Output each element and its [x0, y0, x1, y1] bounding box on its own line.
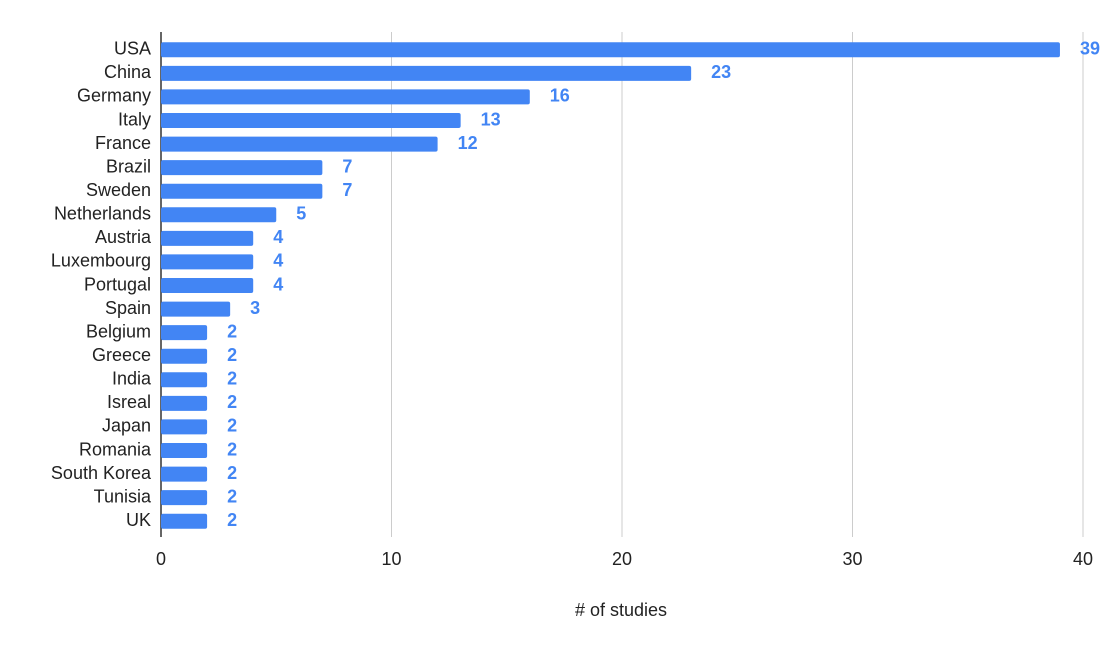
value-label: 16	[550, 86, 570, 106]
y-tick-label: Spain	[105, 298, 151, 318]
value-label: 23	[711, 62, 731, 82]
value-label: 7	[342, 180, 352, 200]
y-tick-label: South Korea	[51, 463, 152, 483]
value-label: 39	[1080, 39, 1100, 59]
y-tick-label: Romania	[79, 439, 152, 459]
value-label: 2	[227, 486, 237, 506]
bar	[161, 490, 208, 506]
y-tick-label: Brazil	[106, 156, 151, 176]
x-tick-label: 10	[381, 549, 401, 569]
y-tick-label: Isreal	[107, 392, 151, 412]
bar	[161, 183, 323, 199]
value-label: 5	[296, 204, 306, 224]
bar	[161, 160, 323, 176]
y-tick-label: Japan	[102, 416, 151, 436]
bar	[161, 372, 208, 388]
bar	[161, 301, 231, 317]
x-axis-title: # of studies	[575, 600, 667, 620]
y-tick-label: UK	[126, 510, 151, 530]
y-tick-label: Italy	[118, 109, 151, 129]
bar	[161, 395, 208, 411]
y-tick-label: Luxembourg	[51, 251, 151, 271]
bar	[161, 230, 254, 246]
value-label: 2	[227, 510, 237, 530]
value-label: 4	[273, 227, 283, 247]
y-tick-label: Austria	[95, 227, 152, 247]
bar	[161, 254, 254, 270]
x-tick-label: 40	[1073, 549, 1093, 569]
bar	[161, 89, 530, 105]
bar	[161, 325, 208, 341]
y-tick-label: Tunisia	[94, 486, 152, 506]
y-tick-label: India	[112, 369, 152, 389]
value-label: 2	[227, 416, 237, 436]
bar	[161, 113, 461, 128]
x-tick-label: 20	[612, 549, 632, 569]
value-label: 4	[273, 251, 283, 271]
y-tick-label: Sweden	[86, 180, 151, 200]
value-label: 2	[227, 439, 237, 459]
bar	[161, 42, 1060, 58]
x-tick-label: 30	[842, 549, 862, 569]
value-label: 13	[481, 109, 501, 129]
bar	[161, 513, 208, 529]
bar	[161, 207, 277, 223]
value-label: 2	[227, 321, 237, 341]
bar	[161, 443, 208, 458]
value-label: 4	[273, 274, 283, 294]
y-tick-label: Portugal	[84, 274, 151, 294]
value-label: 7	[342, 156, 352, 176]
bar	[161, 419, 208, 435]
y-tick-label: Belgium	[86, 321, 151, 341]
y-tick-label: USA	[114, 39, 151, 59]
bar	[161, 65, 692, 81]
bar	[161, 348, 208, 364]
y-tick-label: Greece	[92, 345, 151, 365]
y-tick-label: China	[104, 62, 152, 82]
x-tick-label: 0	[156, 549, 166, 569]
value-label: 2	[227, 369, 237, 389]
y-tick-label: Netherlands	[54, 204, 151, 224]
y-tick-label: Germany	[77, 86, 151, 106]
bar	[161, 466, 208, 482]
value-label: 2	[227, 392, 237, 412]
y-tick-label: France	[95, 133, 151, 153]
value-label: 2	[227, 345, 237, 365]
bar	[161, 278, 254, 293]
bar	[161, 136, 438, 152]
value-label: 2	[227, 463, 237, 483]
value-label: 12	[458, 133, 478, 153]
value-label: 3	[250, 298, 260, 318]
